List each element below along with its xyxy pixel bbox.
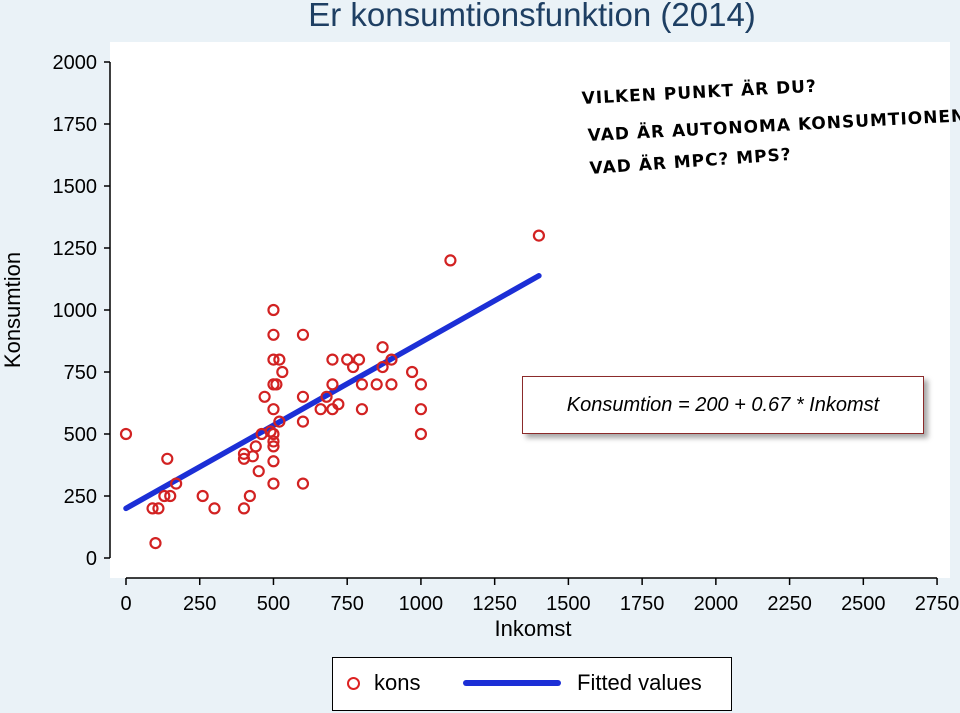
scatter-point — [267, 353, 280, 366]
scatter-point — [352, 353, 366, 366]
line-icon — [463, 680, 561, 686]
scatter-point — [296, 415, 310, 428]
scatter-point — [146, 502, 159, 515]
legend-item-fitted: Fitted values — [463, 670, 702, 696]
x-axis: 0 250 500 750 1000 1250 1500 1750 2000 2250 2500 27… — [120, 577, 960, 615]
hollow-circle-icon — [347, 676, 360, 690]
scatter-point — [267, 403, 280, 416]
y-tick-label: 1500 — [53, 176, 98, 198]
scatter-point — [164, 489, 177, 503]
x-tick-label: 2250 — [767, 593, 812, 615]
scatter-point — [249, 440, 262, 453]
points-layer — [119, 229, 546, 550]
scatter-point — [414, 427, 428, 441]
scatter-point — [237, 502, 251, 515]
scatter-point — [385, 378, 398, 391]
y-tick-label: 0 — [86, 548, 97, 570]
x-tick-label: 250 — [183, 593, 216, 615]
scatter-point — [258, 390, 271, 403]
scatter-point — [296, 477, 310, 490]
scatter-point — [370, 378, 383, 391]
scatter-point — [296, 328, 310, 341]
scatter-point — [267, 427, 280, 441]
x-tick-label: 2500 — [841, 593, 886, 615]
y-tick-label: 1750 — [53, 114, 98, 136]
legend-label-fitted: Fitted values — [577, 670, 702, 695]
scatter-point — [196, 489, 209, 503]
x-tick-label: 1000 — [399, 593, 444, 615]
x-tick-label: 1500 — [546, 593, 591, 615]
scatter-point — [320, 390, 333, 403]
scatter-point — [267, 328, 280, 341]
scatter-point — [385, 353, 398, 366]
scatter-point — [273, 415, 286, 428]
x-axis-title: Inkomst — [494, 616, 571, 641]
scatter-point — [267, 303, 280, 317]
scatter-point — [158, 489, 171, 503]
scatter-point — [119, 427, 133, 441]
scatter-point — [355, 403, 369, 416]
scatter-point — [149, 537, 162, 550]
y-tick-label: 1250 — [53, 238, 98, 260]
scatter-point — [326, 378, 339, 391]
scatter-point — [444, 254, 457, 267]
scatter-point — [414, 378, 428, 391]
fitted-line-layer — [123, 273, 542, 512]
scatter-point — [243, 489, 256, 503]
chart-title: Er konsumtionsfunktion (2014) — [308, 0, 756, 33]
x-tick-label: 2750 — [915, 593, 960, 615]
scatter-point — [296, 390, 310, 403]
scatter-point — [267, 435, 280, 448]
legend-label-kons: kons — [374, 670, 421, 695]
y-axis: 0 250 500 750 1000 1250 1500 1750 2000 — [53, 52, 111, 570]
x-tick-label: 0 — [120, 593, 131, 615]
scatter-point — [273, 353, 286, 366]
y-tick-label: 250 — [64, 486, 97, 508]
scatter-point — [252, 465, 265, 478]
x-tick-label: 1750 — [620, 593, 665, 615]
scatter-point — [314, 403, 327, 416]
y-tick-label: 1000 — [53, 300, 98, 322]
scatter-point — [152, 502, 165, 515]
legend: kons Fitted values — [332, 657, 732, 711]
scatter-point — [267, 440, 280, 453]
y-tick-label: 500 — [64, 424, 97, 446]
scatter-point — [267, 455, 280, 468]
scatter-point — [532, 229, 546, 242]
scatter-point — [170, 477, 183, 490]
y-tick-label: 2000 — [53, 52, 98, 74]
x-tick-label: 2000 — [694, 593, 739, 615]
scatter-point — [270, 378, 283, 391]
x-tick-label: 750 — [331, 593, 364, 615]
x-tick-label: 1250 — [472, 593, 517, 615]
scatter-point — [355, 378, 369, 391]
fitted-line — [123, 273, 542, 512]
scatter-point — [326, 353, 339, 366]
y-axis-title: Konsumtion — [0, 252, 25, 368]
equation-box: Konsumtion = 200 + 0.67 * Inkomst — [522, 376, 924, 434]
plot-area — [110, 42, 950, 578]
scatter-point — [161, 452, 174, 465]
scatter-point — [414, 403, 428, 416]
equation-text: Konsumtion = 200 + 0.67 * Inkomst — [566, 393, 880, 416]
scatter-point — [405, 365, 419, 379]
legend-item-kons: kons — [347, 670, 420, 696]
y-tick-label: 750 — [64, 362, 97, 384]
scatter-point — [341, 353, 354, 366]
scatter-point — [376, 360, 389, 374]
scatter-point — [267, 477, 280, 490]
x-tick-label: 500 — [257, 593, 290, 615]
scatter-point — [376, 341, 389, 354]
scatter-point — [276, 365, 289, 379]
scatter-point — [208, 502, 221, 515]
scatter-point — [346, 360, 360, 374]
scatter-point — [332, 398, 345, 411]
